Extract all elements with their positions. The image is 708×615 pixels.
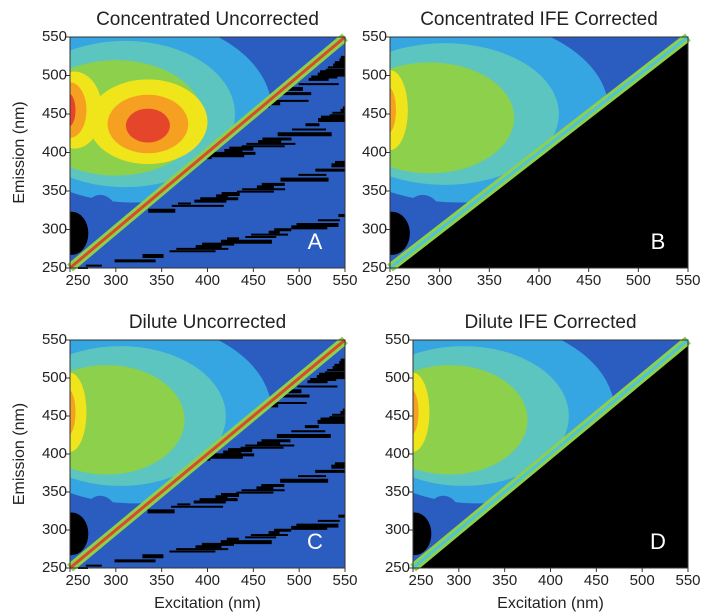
y-tick-label: 250 xyxy=(42,559,67,576)
y-tick-label: 500 xyxy=(362,66,387,83)
x-tick-label: 450 xyxy=(576,272,601,289)
x-tick-label: 450 xyxy=(584,572,609,589)
y-axis-label: Emission (nm) xyxy=(11,101,28,203)
y-tick-label: 350 xyxy=(385,483,410,500)
y-tick-label: 400 xyxy=(42,143,67,160)
y-tick-label: 300 xyxy=(362,220,387,237)
x-tick-label: 400 xyxy=(195,572,220,589)
x-tick-label: 250 xyxy=(65,572,90,589)
y-tick-label: 350 xyxy=(362,182,387,199)
contour-level xyxy=(413,372,430,452)
x-tick-label: 250 xyxy=(385,272,410,289)
x-tick-label: 350 xyxy=(492,572,517,589)
panel-label: B xyxy=(651,229,666,254)
dark-blob xyxy=(70,211,89,255)
dark-blob xyxy=(70,512,89,556)
panel: 250 300 350 400 450 500 550 250 300 350 400 450 500 5… xyxy=(11,312,357,612)
chart-title: Dilute Uncorrected xyxy=(129,312,286,333)
chart-title: Concentrated Uncorrected xyxy=(96,9,319,30)
x-tick-label: 500 xyxy=(626,272,651,289)
x-tick-label: 350 xyxy=(149,572,174,589)
x-tick-label: 550 xyxy=(675,272,700,289)
y-tick-label: 550 xyxy=(42,28,67,45)
chart-title: Dilute IFE Corrected xyxy=(464,312,636,333)
diagonal xyxy=(69,338,346,570)
x-tick-label: 500 xyxy=(287,272,312,289)
y-tick-label: 500 xyxy=(42,66,67,83)
x-tick-label: 550 xyxy=(332,272,357,289)
y-tick-label: 300 xyxy=(42,521,67,538)
y-tick-label: 550 xyxy=(385,331,410,348)
dark-blob xyxy=(413,512,432,556)
x-axis-label: Excitation (nm) xyxy=(497,595,604,612)
diagonal xyxy=(412,338,689,570)
y-tick-label: 350 xyxy=(42,483,67,500)
y-tick-label: 250 xyxy=(385,559,410,576)
panel-label: C xyxy=(307,529,323,554)
y-tick-label: 500 xyxy=(385,369,410,386)
contour-level xyxy=(413,389,419,436)
x-tick-label: 550 xyxy=(675,572,700,589)
y-tick-label: 350 xyxy=(42,182,67,199)
panel: 250 300 350 400 450 500 550 250 300 350 400 450 500 5… xyxy=(362,9,701,289)
x-tick-label: 300 xyxy=(103,572,128,589)
y-tick-label: 250 xyxy=(42,259,67,276)
contour-level xyxy=(125,108,170,143)
x-tick-label: 500 xyxy=(630,572,655,589)
x-tick-label: 500 xyxy=(287,572,312,589)
x-tick-label: 250 xyxy=(408,572,433,589)
y-axis-label: Emission (nm) xyxy=(11,403,28,505)
contour-level xyxy=(70,365,185,475)
y-tick-label: 500 xyxy=(42,369,67,386)
contour-level xyxy=(413,365,528,475)
contour-level xyxy=(390,87,396,134)
y-tick-label: 400 xyxy=(42,445,67,462)
x-tick-label: 300 xyxy=(103,272,128,289)
y-tick-label: 450 xyxy=(362,105,387,122)
diagonal xyxy=(69,35,346,270)
x-tick-label: 400 xyxy=(538,572,563,589)
y-tick-label: 300 xyxy=(42,220,67,237)
panel-label: D xyxy=(650,529,666,554)
x-tick-label: 400 xyxy=(195,272,220,289)
dark-blob xyxy=(390,211,410,255)
contour-level xyxy=(70,93,76,128)
y-tick-label: 450 xyxy=(385,407,410,424)
x-tick-label: 300 xyxy=(446,572,471,589)
chart-title: Concentrated IFE Corrected xyxy=(420,9,658,30)
panel-label: A xyxy=(308,229,323,254)
diagonal xyxy=(389,35,689,270)
panel: 250 300 350 400 450 500 550 250 300 350 400 450 500 5… xyxy=(385,312,701,612)
contour-level xyxy=(70,82,87,138)
x-tick-label: 350 xyxy=(477,272,502,289)
y-tick-label: 400 xyxy=(362,143,387,160)
contour-level xyxy=(70,372,87,452)
contour-level xyxy=(390,62,515,174)
x-tick-label: 350 xyxy=(149,272,174,289)
x-tick-label: 250 xyxy=(65,272,90,289)
x-axis-label: Excitation (nm) xyxy=(154,595,261,612)
x-tick-label: 450 xyxy=(241,272,266,289)
panel: 250 300 350 400 450 500 550 250 300 350 400 450 500 5… xyxy=(11,9,357,289)
x-tick-label: 550 xyxy=(332,572,357,589)
y-tick-label: 400 xyxy=(385,445,410,462)
x-tick-label: 400 xyxy=(526,272,551,289)
x-tick-label: 450 xyxy=(241,572,266,589)
y-tick-label: 250 xyxy=(362,259,387,276)
y-tick-label: 450 xyxy=(42,407,67,424)
contour-level xyxy=(70,389,76,436)
contour-level xyxy=(390,70,408,151)
y-tick-label: 550 xyxy=(362,28,387,45)
y-tick-label: 450 xyxy=(42,105,67,122)
x-tick-label: 300 xyxy=(427,272,452,289)
y-tick-label: 300 xyxy=(385,521,410,538)
y-tick-label: 550 xyxy=(42,331,67,348)
